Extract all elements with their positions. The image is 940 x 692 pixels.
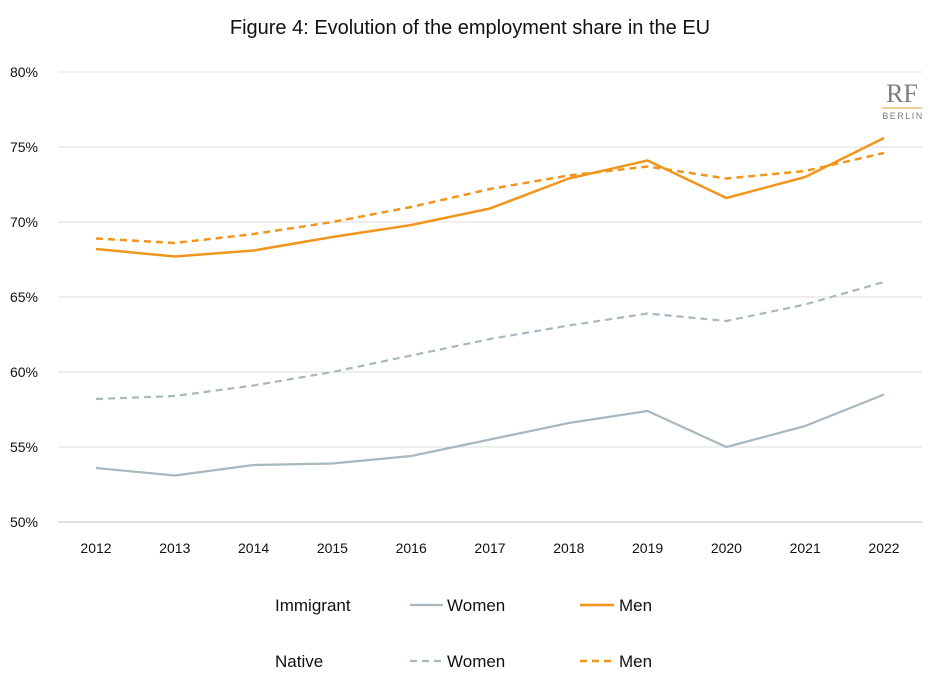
x-tick-label: 2016 (396, 540, 427, 556)
series-lines (95, 136, 885, 477)
y-tick-label: 55% (10, 439, 38, 455)
legend-label: Men (619, 596, 652, 615)
y-tick-label: 70% (10, 214, 38, 230)
x-tick-label: 2019 (632, 540, 663, 556)
legend-group-label: Native (275, 652, 323, 671)
legend-label: Men (619, 652, 652, 671)
series-line-immigrant-men (95, 136, 885, 258)
x-tick-label: 2020 (711, 540, 742, 556)
y-tick-label: 75% (10, 139, 38, 155)
legend: Immigrant Women Men Native Women Men (275, 596, 652, 671)
y-tick-label: 80% (10, 64, 38, 80)
logo-main-text: RF (886, 79, 918, 108)
x-tick-label: 2022 (868, 540, 899, 556)
rf-berlin-logo: RF BERLIN (882, 79, 924, 121)
x-tick-label: 2017 (474, 540, 505, 556)
x-axis-ticks: 2012 2013 2014 2015 2016 2017 2018 2019 2020 2021… (80, 540, 899, 556)
y-tick-label: 60% (10, 364, 38, 380)
x-tick-label: 2012 (80, 540, 111, 556)
x-tick-label: 2018 (553, 540, 584, 556)
x-tick-label: 2021 (790, 540, 821, 556)
x-tick-label: 2015 (317, 540, 348, 556)
gridlines (58, 71, 922, 523)
chart-title: Figure 4: Evolution of the employment sh… (230, 17, 710, 39)
y-axis-ticks: 50% 55% 60% 65% 70% 75% 80% (10, 64, 38, 530)
legend-label: Women (447, 596, 505, 615)
y-tick-label: 50% (10, 514, 38, 530)
series-line-immigrant-women (95, 393, 885, 477)
x-tick-label: 2013 (159, 540, 190, 556)
legend-group-label: Immigrant (275, 596, 351, 615)
series-line-native-women (95, 280, 885, 401)
x-tick-label: 2014 (238, 540, 269, 556)
logo-sub-text: BERLIN (882, 111, 924, 121)
series-line-native-men (95, 151, 885, 245)
legend-label: Women (447, 652, 505, 671)
y-tick-label: 65% (10, 289, 38, 305)
